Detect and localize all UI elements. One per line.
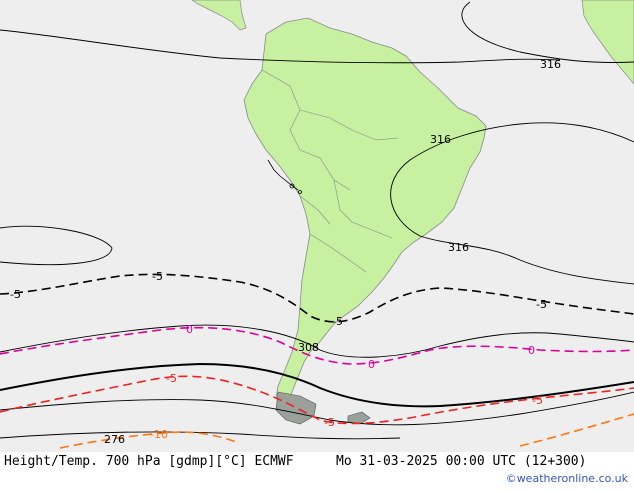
label-h316-east: 316 — [448, 241, 469, 254]
label-t-cold-b: -5 — [324, 416, 335, 429]
country-borders — [261, 69, 399, 273]
label-t-minus5-d: -5 — [536, 298, 547, 311]
label-t-minus5-c: -5 — [332, 315, 343, 328]
tierra-del-fuego-land — [275, 391, 317, 425]
falkland-islands — [347, 411, 371, 425]
label-h308: 308 — [298, 341, 319, 354]
isotherm-colder-east — [519, 413, 634, 447]
label-t-cold-a: -5 — [166, 372, 177, 385]
label-h316-brazil: 316 — [430, 133, 451, 146]
credit-link[interactable]: ©weatheronline.co.uk — [505, 472, 628, 485]
isotherm-cold — [0, 375, 634, 425]
label-h276: 276 — [104, 433, 125, 446]
label-t-minus5-b: -5 — [152, 270, 163, 283]
label-t-zero-b: 0 — [368, 358, 375, 371]
isotherm-minus5 — [0, 273, 634, 323]
contour-labels: 316 316 316 308 276 -5 -5 -5 -5 0 0 0 -5… — [10, 58, 561, 446]
andes-lakes — [267, 159, 302, 194]
label-t-minus5-a: -5 — [10, 288, 21, 301]
africa-land — [581, 0, 634, 85]
label-t-zero-c: 0 — [528, 344, 535, 357]
isotherm-colder — [59, 431, 237, 449]
central-america-land — [191, 0, 247, 31]
label-t-minus10: -10 — [150, 428, 168, 441]
label-h316-north: 316 — [540, 58, 561, 71]
product-title: Height/Temp. 700 hPa [gdmp][°C] ECMWF — [4, 454, 294, 469]
map-footer: Height/Temp. 700 hPa [gdmp][°C] ECMWF Mo… — [0, 452, 634, 490]
height-contours — [0, 1, 634, 440]
valid-time: Mo 31-03-2025 00:00 UTC (12+300) — [336, 454, 587, 469]
label-t-cold-c: -5 — [532, 394, 543, 407]
label-t-zero-a: 0 — [186, 323, 193, 336]
map-canvas: 316 316 316 308 276 -5 -5 -5 -5 0 0 0 -5… — [0, 0, 634, 452]
thick-height-contour — [0, 362, 634, 408]
isotherm-zero — [0, 326, 634, 365]
